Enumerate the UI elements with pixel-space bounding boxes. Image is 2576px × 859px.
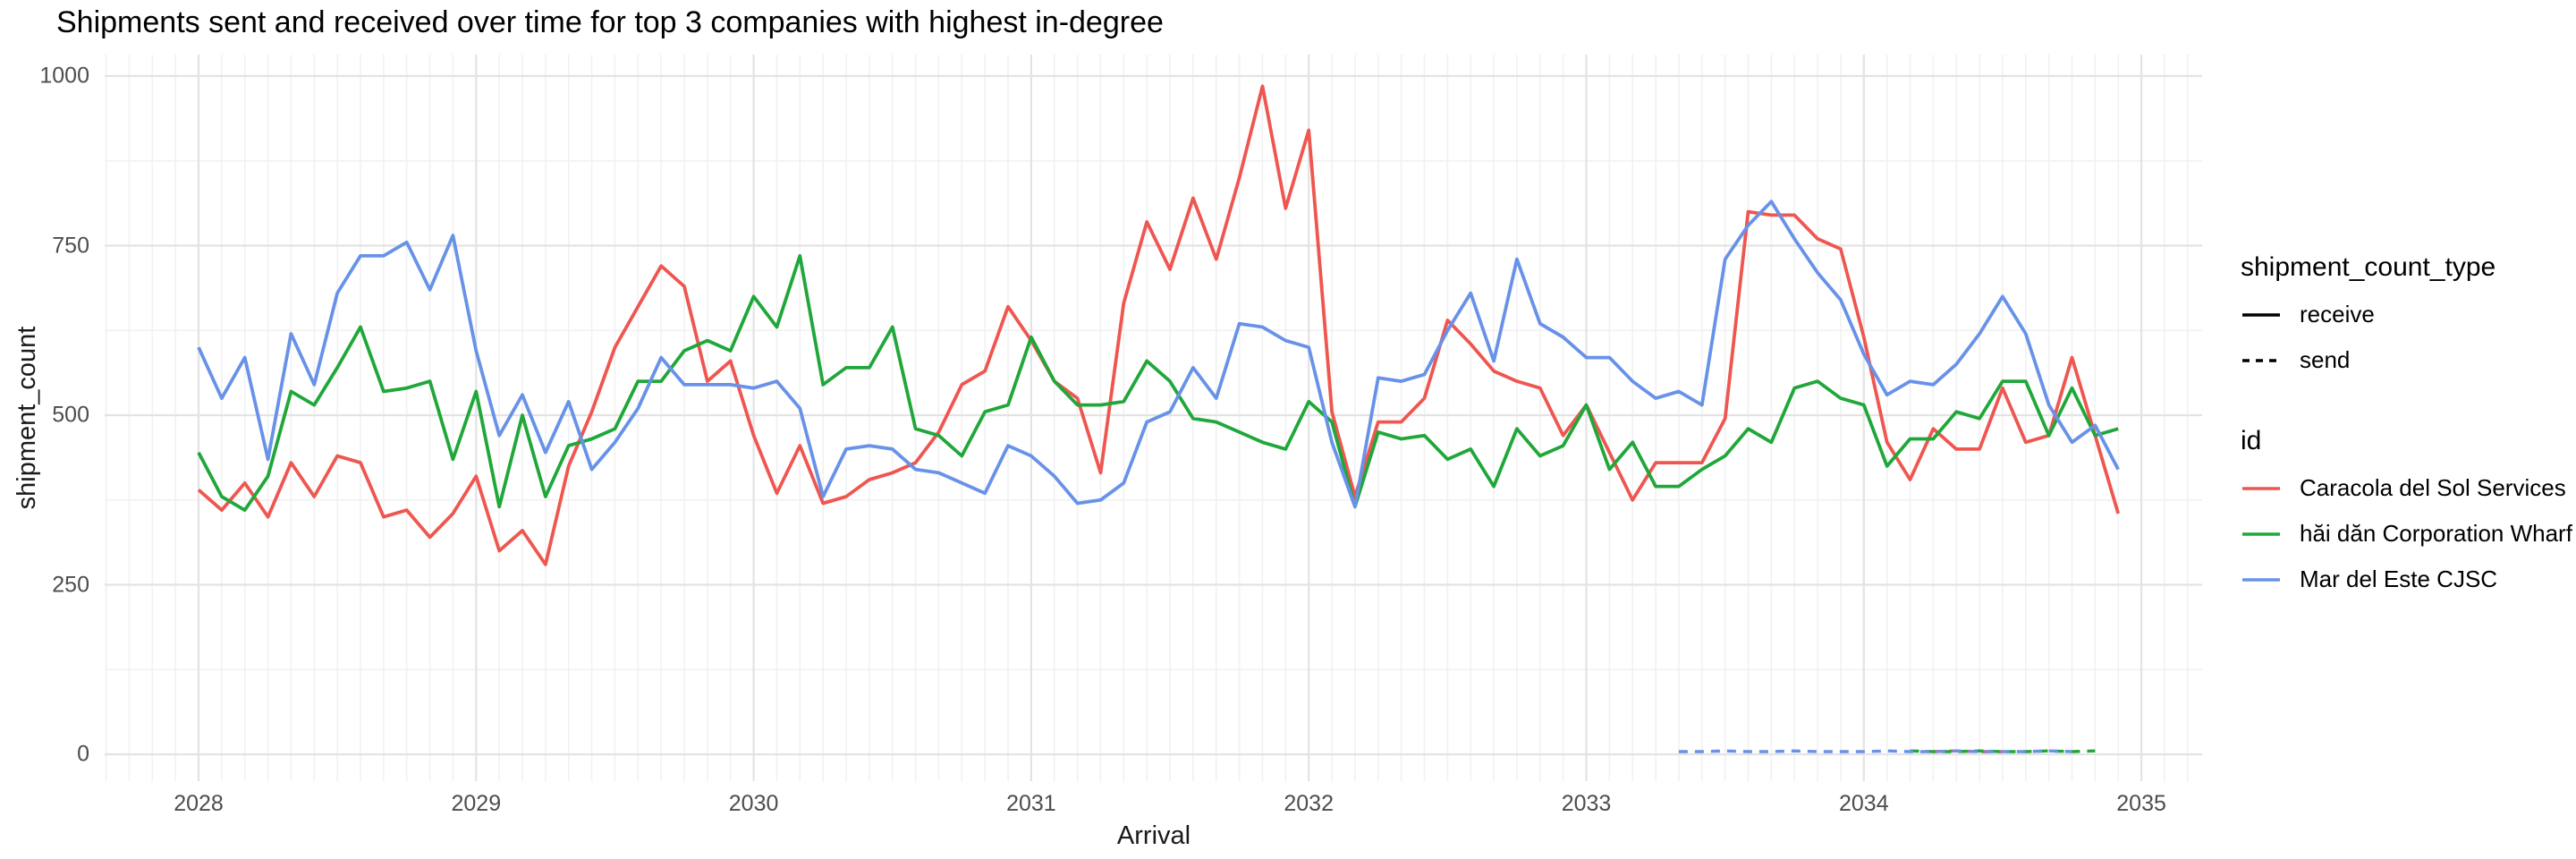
y-tick-label: 1000 [39, 63, 89, 89]
receive-solid-line-icon [2242, 312, 2280, 317]
x-tick-label: 2033 [1561, 791, 1612, 816]
mardeleste-color-line-icon [2242, 577, 2280, 582]
legend-item-mardeleste: Mar del Este CJSC [2241, 566, 2572, 593]
y-tick-label: 0 [77, 741, 89, 767]
legend-item-label: Mar del Este CJSC [2300, 566, 2498, 592]
legend-item-label: send [2300, 346, 2351, 373]
legend: shipment_count_type receive send id Cara… [2241, 252, 2572, 593]
x-axis-title: Arrival [1116, 821, 1191, 850]
x-tick-label: 2029 [451, 791, 502, 816]
series-line-haidan-receive [197, 253, 2119, 512]
legend-item-haidan: hăi dăn Corporation Wharf [2241, 520, 2572, 548]
y-tick-label: 250 [52, 572, 89, 597]
legend-item-label: hăi dăn Corporation Wharf [2300, 520, 2572, 547]
legend-item-label: receive [2300, 301, 2375, 327]
y-tick-label: 750 [52, 233, 89, 258]
y-tick-label: 500 [52, 402, 89, 428]
x-tick-label: 2028 [174, 791, 224, 816]
x-tick-label: 2034 [1838, 791, 1889, 816]
legend-title-shipment-count-type: shipment_count_type [2241, 252, 2496, 282]
chart-title: Shipments sent and received over time fo… [56, 5, 1164, 39]
legend-item-label: Caracola del Sol Services [2300, 474, 2566, 501]
x-tick-label: 2030 [728, 791, 779, 816]
send-dashed-line-icon [2242, 358, 2280, 362]
x-tick-label: 2035 [2116, 791, 2166, 816]
series-line-caracola-send [1933, 749, 2003, 753]
legend-item-send: send [2241, 346, 2572, 374]
legend-item-receive: receive [2241, 301, 2572, 328]
legend-title-id: id [2241, 426, 2262, 455]
legend-item-caracola: Caracola del Sol Services [2241, 474, 2572, 502]
series-line-caracola-receive [197, 84, 2121, 566]
caracola-color-line-icon [2242, 486, 2280, 490]
x-tick-label: 2032 [1284, 791, 1334, 816]
x-tick-label: 2031 [1006, 791, 1056, 816]
series-line-mardeleste-send [1678, 749, 2072, 753]
haidan-color-line-icon [2242, 532, 2280, 536]
series-line-mardeleste-receive [197, 200, 2120, 509]
